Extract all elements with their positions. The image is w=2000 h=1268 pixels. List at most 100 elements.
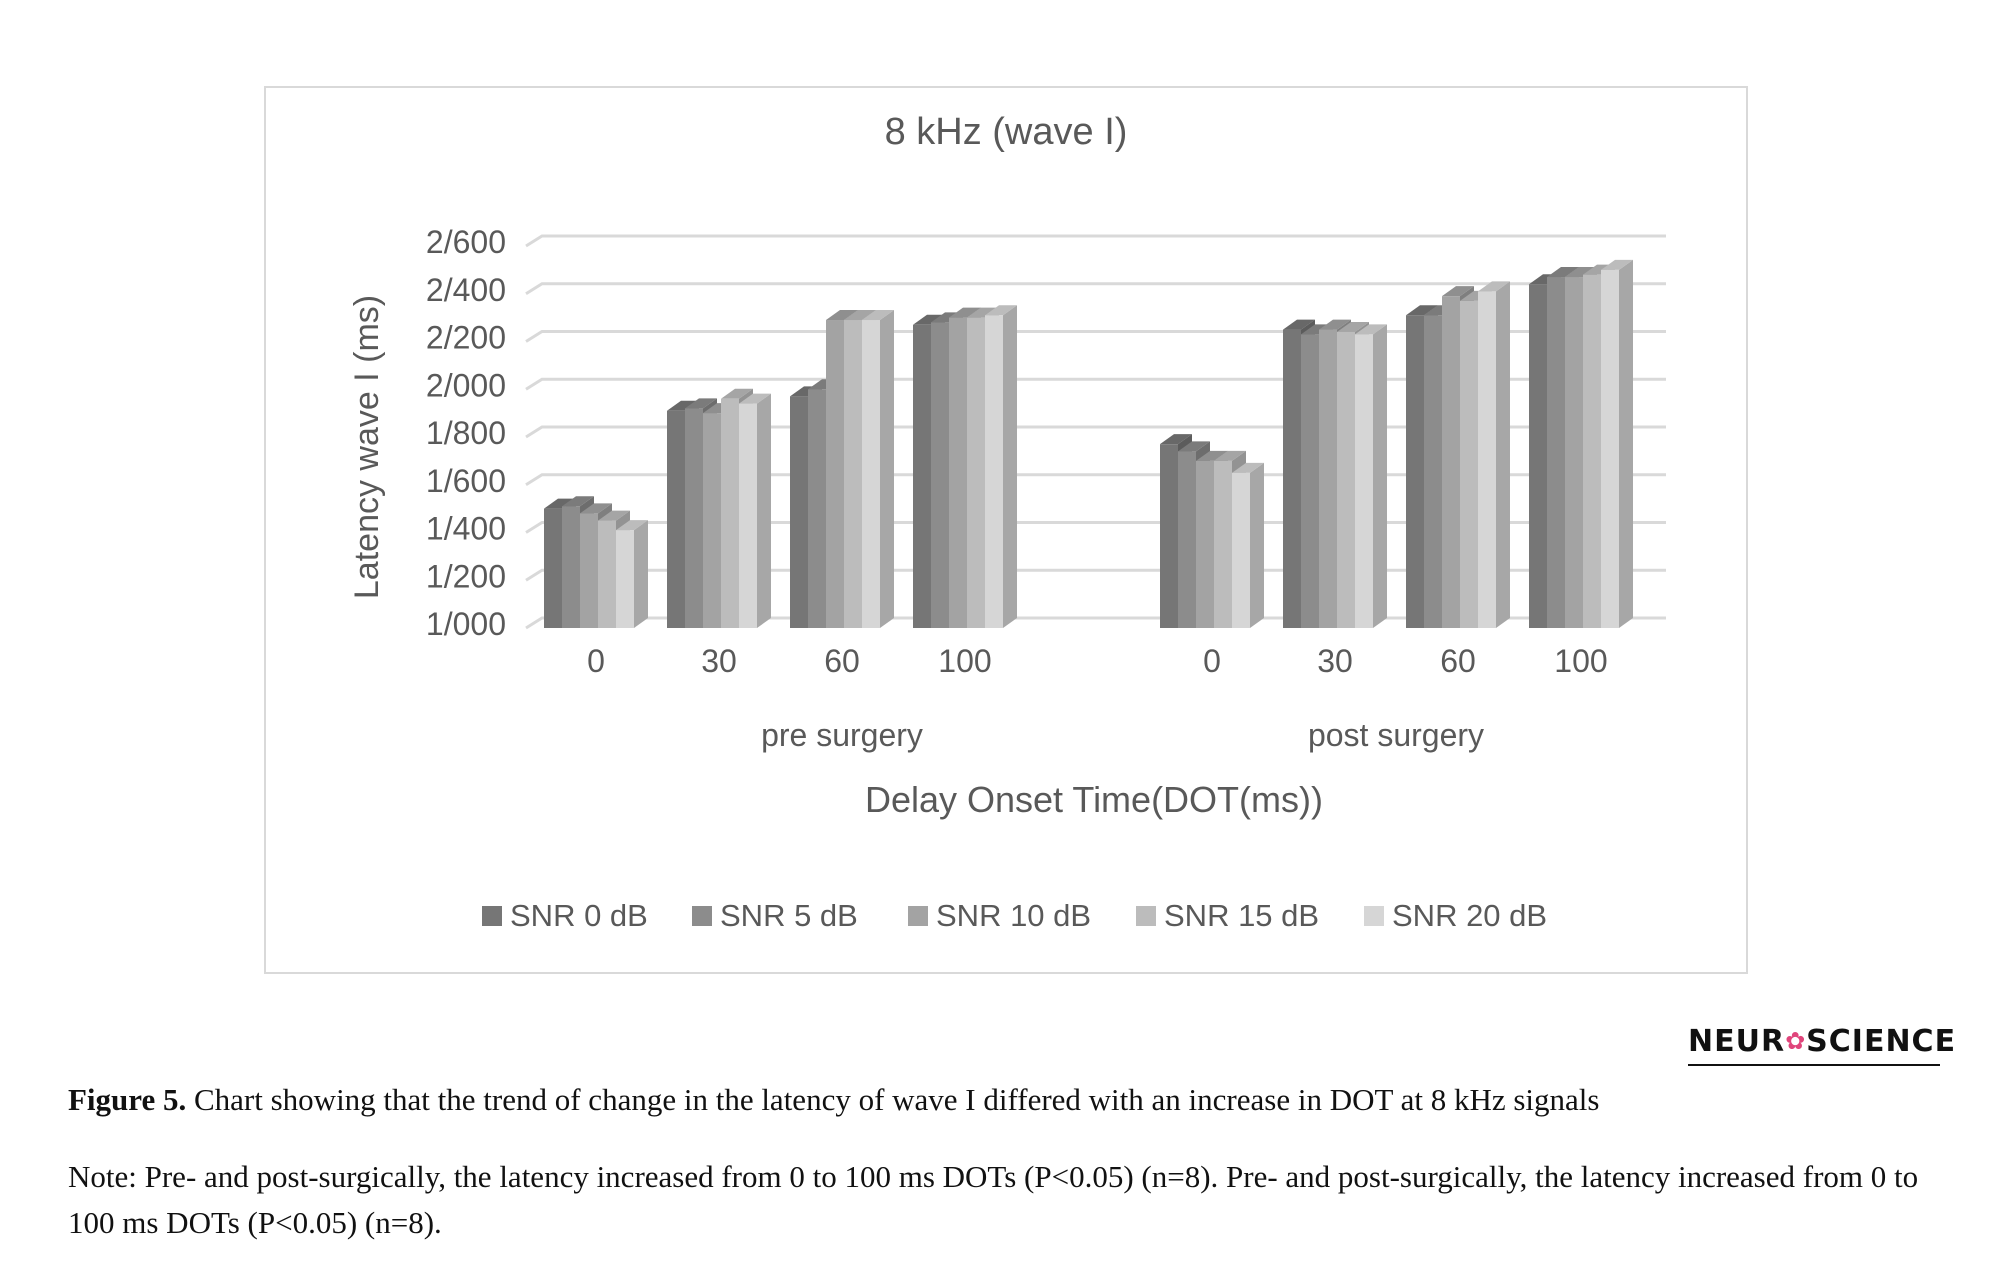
bar-top [985, 305, 1017, 316]
y-tick-label: 1/400 [426, 511, 506, 547]
bar-front [1442, 296, 1460, 628]
bar-side [1373, 324, 1387, 628]
bar-front [703, 413, 721, 628]
bar [1478, 281, 1510, 628]
bar-side [634, 520, 648, 628]
bar-front [1583, 274, 1601, 628]
legend-swatch [1136, 906, 1156, 926]
bar-top [544, 498, 576, 509]
caption-text: Chart showing that the trend of change i… [186, 1082, 1600, 1117]
bar-front [1547, 277, 1565, 628]
legend-label: SNR 0 dB [510, 898, 648, 933]
bar-side [1250, 462, 1264, 628]
bar-top [667, 400, 699, 411]
bar-front [1565, 277, 1583, 628]
x-tick-label: 100 [938, 643, 991, 679]
bar-side [1496, 281, 1510, 628]
bar-top [616, 520, 648, 531]
bar-front [1283, 329, 1301, 628]
bar-front [1406, 315, 1424, 628]
bar [1355, 324, 1387, 628]
gridline [525, 282, 1666, 296]
bar-front [1601, 269, 1619, 628]
bar-front [721, 398, 739, 628]
legend-swatch [908, 906, 928, 926]
bar-front [808, 389, 826, 628]
bar-front [949, 317, 967, 628]
bar-front [1460, 300, 1478, 628]
group-label: pre surgery [761, 717, 923, 753]
bar-side [880, 310, 894, 628]
bar-top [1196, 450, 1228, 461]
legend-swatch [1364, 906, 1384, 926]
bar-chart: 8 kHz (wave I) 1/000 1/200 1/400 1/600 1/800 2… [348, 111, 1666, 933]
bar-top [580, 503, 612, 514]
bar-top [1406, 305, 1438, 316]
bar-front [913, 324, 931, 628]
bar-top [721, 388, 753, 399]
bar-top [1178, 441, 1210, 452]
bar-top [1565, 267, 1597, 278]
bar-top [562, 496, 594, 507]
bar-front [1160, 444, 1178, 628]
caption-label: Figure 5. [68, 1082, 187, 1117]
bar-side [757, 393, 771, 628]
bar-front [844, 320, 862, 628]
bar-top [685, 398, 717, 409]
bar-front [826, 320, 844, 628]
group-label: post surgery [1308, 717, 1484, 753]
neuroscience-logo: NEUR✿SCIENCE [1688, 1024, 1955, 1066]
y-tick-label: 2/000 [426, 367, 506, 403]
chart-panel: 8 kHz (wave I) 1/000 1/200 1/400 1/600 1/800 2… [264, 86, 1748, 974]
bar-front [1319, 329, 1337, 628]
bar-front [790, 396, 808, 628]
bar [1601, 259, 1633, 628]
x-tick-label: 60 [1440, 643, 1476, 679]
bar-front [1301, 334, 1319, 628]
legend-label: SNR 20 dB [1392, 898, 1547, 933]
bar-top [598, 510, 630, 521]
bar-top [826, 310, 858, 321]
legend-label: SNR 10 dB [936, 898, 1091, 933]
legend-label: SNR 5 dB [720, 898, 858, 933]
bar-top [1319, 319, 1351, 330]
y-tick-label: 1/600 [426, 463, 506, 499]
bar-front [1355, 334, 1373, 628]
bar-front [580, 513, 598, 628]
bar-top [1283, 319, 1315, 330]
bar [616, 520, 648, 628]
bar [739, 393, 771, 628]
figure-caption: Figure 5. Chart showing that the trend o… [68, 1082, 1948, 1118]
bar-top [1601, 259, 1633, 270]
y-tick-label: 1/800 [426, 415, 506, 451]
legend-label: SNR 15 dB [1164, 898, 1319, 933]
bar-front [667, 410, 685, 628]
x-tick-label: 0 [587, 643, 605, 679]
x-tick-label: 30 [701, 643, 737, 679]
y-tick-label: 1/000 [426, 606, 506, 642]
x-tick-label: 30 [1317, 643, 1353, 679]
bar-front [967, 317, 985, 628]
gridline [525, 234, 1666, 248]
bar-top [862, 310, 894, 321]
bar-front [1178, 451, 1196, 628]
bar [862, 310, 894, 628]
y-axis-label: Latency wave I (ms) [348, 295, 386, 599]
legend-swatch [482, 906, 502, 926]
bar-front [544, 508, 562, 628]
brain-icon: ✿ [1785, 1027, 1807, 1055]
bar-top [739, 393, 771, 404]
bar-front [862, 320, 880, 628]
chart-title: 8 kHz (wave I) [885, 111, 1128, 153]
bar-front [1337, 331, 1355, 628]
bar-top [1478, 281, 1510, 292]
bar-top [1442, 286, 1474, 297]
bar-top [1160, 434, 1192, 445]
x-tick-label: 60 [824, 643, 860, 679]
bar-front [1196, 460, 1214, 628]
y-tick-label: 1/200 [426, 558, 506, 594]
bar-front [1232, 472, 1250, 628]
bar-front [1529, 284, 1547, 628]
bar-front [1478, 291, 1496, 628]
x-tick-label: 0 [1203, 643, 1221, 679]
